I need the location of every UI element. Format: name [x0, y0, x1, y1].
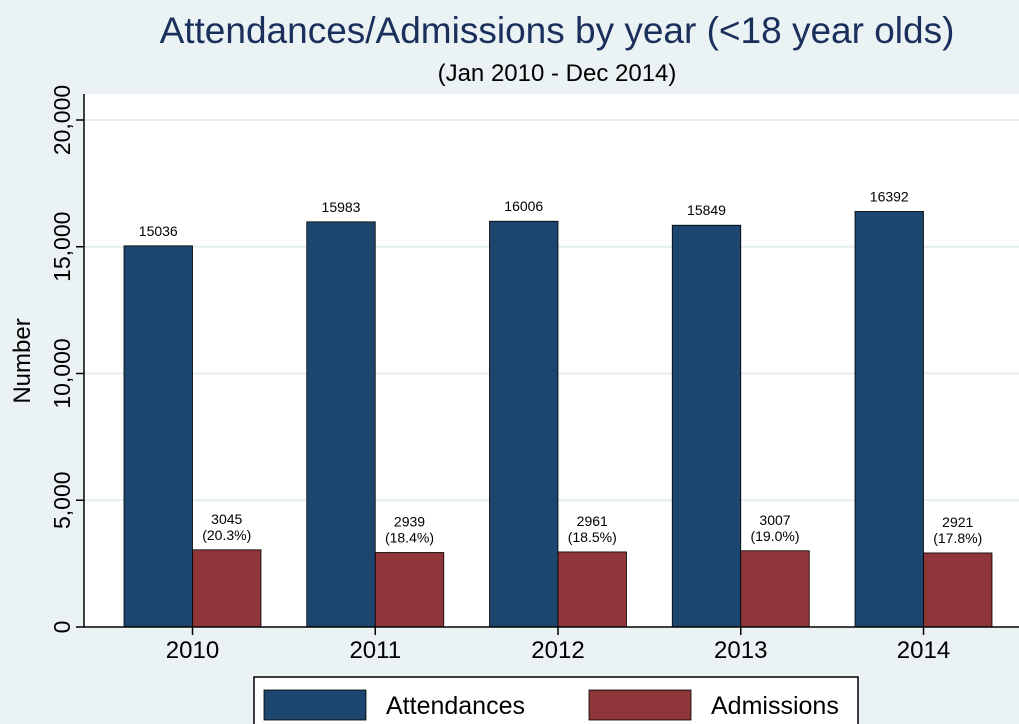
bars: 15036 3045(20.3%) 15983 2939(18.4%) 16006 296… — [123, 188, 993, 628]
data-label: 16006 — [504, 198, 543, 214]
bar-attendances-2014 — [854, 211, 924, 628]
legend-label-admissions: Admissions — [711, 692, 839, 720]
bar-admissions-2012 — [557, 551, 627, 628]
data-label: 3045 — [211, 511, 242, 527]
y-axis-label: Number — [9, 318, 36, 403]
y-tick-label: 15,000 — [49, 212, 75, 282]
data-label: 16392 — [870, 188, 909, 204]
data-label: (20.3%) — [202, 527, 251, 543]
x-tick-label: 2010 — [166, 637, 219, 664]
x-tick-label: 2014 — [897, 637, 950, 664]
legend: Attendances Admissions — [253, 676, 859, 724]
data-label: 2939 — [394, 513, 425, 529]
y-tick-label: 10,000 — [49, 338, 75, 408]
data-label: (18.5%) — [568, 529, 617, 545]
bar-admissions-2010 — [192, 549, 262, 628]
bar-attendances-2013 — [671, 224, 742, 628]
data-label: 2921 — [942, 514, 973, 530]
y-axis: 0 5,000 10,000 15,000 20,000 — [49, 85, 85, 634]
bar-attendances-2012 — [489, 220, 559, 628]
data-label: 15849 — [687, 202, 726, 218]
bar-admissions-2014 — [923, 552, 993, 628]
bar-attendances-2010 — [123, 245, 193, 628]
chart-subtitle: (Jan 2010 - Dec 2014) — [438, 60, 677, 87]
legend-swatch-admissions — [588, 689, 692, 721]
x-tick-label: 2012 — [531, 637, 584, 664]
data-label: 15036 — [139, 223, 178, 239]
legend-swatch-attendances — [263, 689, 367, 721]
y-tick-label: 20,000 — [49, 85, 75, 155]
legend-label-attendances: Attendances — [386, 692, 525, 720]
x-axis: 2010 2011 2012 2013 2014 — [84, 626, 1019, 664]
bar-admissions-2011 — [374, 552, 445, 628]
y-tick-label: 0 — [49, 621, 75, 634]
data-label: 15983 — [322, 199, 361, 215]
y-tick-label: 5,000 — [49, 471, 75, 529]
bar-attendances-2011 — [306, 221, 376, 628]
bar-admissions-2013 — [740, 550, 810, 628]
data-label: 3007 — [759, 512, 790, 528]
x-tick-label: 2013 — [714, 637, 767, 664]
chart-title: Attendances/Admissions by year (<18 year… — [160, 10, 955, 51]
x-tick-label: 2011 — [349, 637, 401, 664]
data-label: (17.8%) — [933, 530, 982, 546]
data-label: 2961 — [577, 513, 608, 529]
data-label: (19.0%) — [750, 528, 799, 544]
data-label: (18.4%) — [385, 529, 434, 545]
